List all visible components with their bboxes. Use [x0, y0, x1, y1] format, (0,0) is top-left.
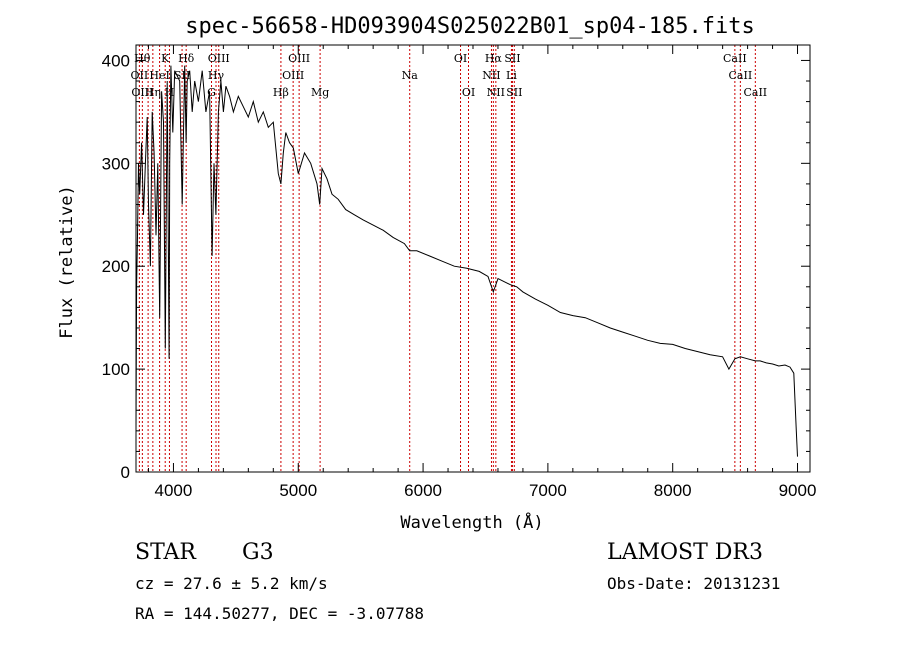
line-label-5: OIII: [208, 52, 230, 65]
line-label-14: OIII: [282, 69, 304, 82]
y-tick-label-0: 0: [121, 463, 130, 482]
coordinates-text: RA = 144.50277, DEC = -3.07788: [135, 604, 424, 623]
line-label-1: OII: [131, 69, 149, 82]
line-label-20: H: [165, 86, 175, 99]
line-label-19: Hη: [145, 86, 161, 99]
redshift-text: cz = 27.6 ± 5.2 km/s: [135, 574, 328, 593]
line-label-12: SII: [174, 69, 190, 82]
x-axis-label: Wavelength (Å): [400, 511, 543, 533]
line-label-25: NII: [487, 86, 505, 99]
x-tick-label-1: 5000: [279, 481, 317, 500]
line-label-24: OI: [462, 86, 475, 99]
x-tick-label-4: 8000: [654, 481, 692, 500]
chart-title: spec-56658-HD093904S025022B01_sp04-185.f…: [185, 14, 755, 39]
line-label-18: CaII: [729, 69, 753, 82]
survey-name: LAMOST DR3: [607, 540, 763, 565]
flux-series-line: [135, 65, 798, 457]
x-tick-label-5: 9000: [779, 481, 817, 500]
line-label-22: Hβ: [273, 86, 289, 99]
line-label-27: CaII: [743, 86, 767, 99]
line-label-0: Hθ: [134, 52, 151, 65]
line-label-13: Hγ: [208, 69, 225, 82]
line-label-16: NII: [482, 69, 500, 82]
line-label-9: SII: [504, 52, 520, 65]
line-label-4: Hδ: [178, 52, 195, 65]
x-tick-label-2: 6000: [404, 481, 442, 500]
line-label-3: K: [161, 52, 170, 65]
object-class: STAR: [135, 540, 196, 565]
object-subclass: G3: [242, 540, 274, 565]
line-label-15: Na: [402, 69, 419, 82]
line-label-23: Mg: [311, 86, 329, 99]
line-label-26: SII: [506, 86, 522, 99]
line-label-21: G: [207, 86, 216, 99]
line-label-2: OIII: [131, 86, 153, 99]
obs-date-text: Obs-Date: 20131231: [607, 574, 781, 593]
y-tick-label-3: 300: [102, 154, 130, 173]
line-label-17: Li: [506, 69, 517, 82]
line-label-7: OI: [454, 52, 467, 65]
y-axis-label: Flux (relative): [57, 185, 77, 339]
y-tick-label-4: 400: [102, 51, 130, 70]
plot-frame: [135, 44, 811, 473]
x-tick-label-3: 7000: [529, 481, 567, 500]
line-label-8: Hα: [485, 52, 503, 65]
y-tick-label-2: 200: [102, 257, 130, 276]
x-tick-label-0: 4000: [155, 481, 193, 500]
line-label-11: HeI: [149, 69, 169, 82]
y-tick-label-1: 100: [102, 360, 130, 379]
line-label-6: OIII: [288, 52, 310, 65]
axis-ticks: 4000 5000 6000 7000 8000 9000 0 100 200 300 400: [102, 45, 817, 500]
spectral-lines: [138, 45, 756, 472]
line-label-10: CaII: [723, 52, 747, 65]
